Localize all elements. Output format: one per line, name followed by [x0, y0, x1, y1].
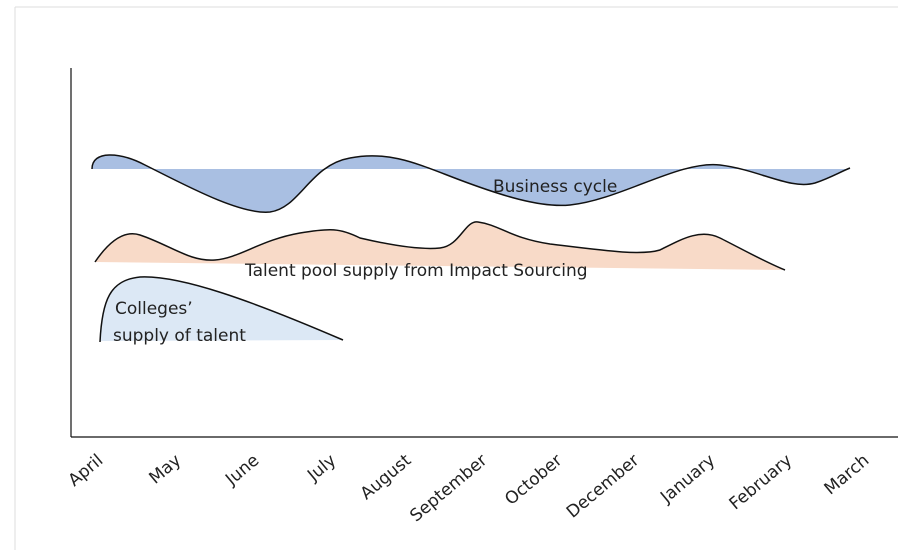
talent-pool-curve — [94, 221, 786, 271]
month-label: August — [357, 450, 416, 504]
month-label: April — [65, 451, 108, 491]
colleges-label: Colleges’ — [115, 299, 193, 319]
talent-pool-area — [95, 221, 785, 270]
month-label: January — [656, 451, 719, 508]
month-label: December — [563, 451, 643, 523]
colleges-label: supply of talent — [113, 326, 246, 346]
month-label: October — [501, 451, 566, 510]
talent-pool-label: Talent pool supply from Impact Sourcing — [244, 261, 588, 281]
colleges-area — [100, 276, 343, 341]
business-cycle-label: Business cycle — [493, 177, 617, 197]
month-label: June — [221, 451, 263, 491]
business-cycle-curve — [91, 154, 851, 213]
colleges-curve — [99, 276, 344, 343]
month-label: May — [145, 451, 185, 489]
month-label: March — [821, 451, 874, 500]
month-label: February — [726, 451, 797, 515]
month-label: July — [303, 451, 340, 487]
month-label: September — [406, 451, 491, 527]
